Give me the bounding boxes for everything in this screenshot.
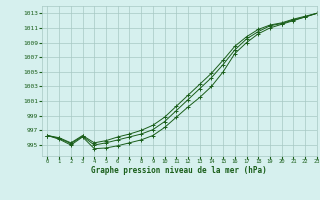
X-axis label: Graphe pression niveau de la mer (hPa): Graphe pression niveau de la mer (hPa) — [91, 166, 267, 175]
